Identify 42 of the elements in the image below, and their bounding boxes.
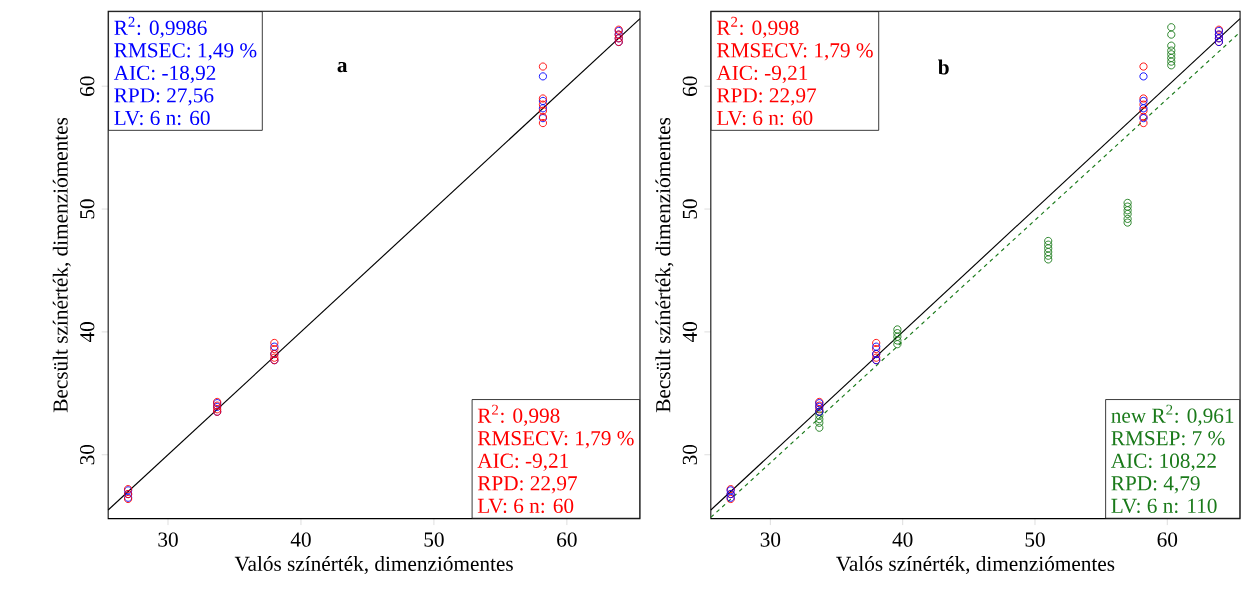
annotation: RPD: 4,79	[1111, 476, 1200, 494]
y-axis-title: Becsült színérték, dimenziómentes	[52, 117, 71, 413]
x-tick-label: 60	[557, 532, 577, 547]
annotation: LV: 6 n: 60	[114, 110, 210, 126]
annotation: RPD: 27,56	[114, 88, 214, 106]
y-tick-label: 40	[80, 322, 95, 343]
y-tick-label: 60	[80, 76, 95, 96]
y-tick-label: 50	[682, 199, 698, 219]
y-tick-label: 60	[682, 76, 698, 96]
annotation: RMSEC: 1,49 %	[114, 43, 257, 61]
annotation: LV: 6 n: 60	[477, 498, 574, 514]
annotation: LV: 6 n: 60	[716, 110, 813, 126]
annotation: R$^{2}$: 0,998	[716, 16, 799, 38]
annotation: AIC: -9,21	[716, 65, 808, 84]
y-axis-title: Becsült színérték, dimenziómentes	[655, 117, 674, 413]
annotation: new R$^{2}$: 0,961	[1111, 404, 1234, 426]
annotation: LV: 6 n: 110	[1111, 498, 1217, 514]
text: b	[938, 59, 949, 75]
x-axis-title: Valós színérték, dimenziómentes	[234, 555, 513, 575]
annotation: AIC: -9,21	[477, 453, 569, 471]
annotation: RPD: 22,97	[477, 476, 577, 494]
annotation: R$^{2}$: 0,9986	[114, 16, 207, 38]
annotation: RPD: 22,97	[716, 88, 817, 106]
annotation: RMSEP: 7 %	[1111, 431, 1225, 446]
annotation: AIC: 108,22	[1110, 453, 1216, 471]
x-tick-label: 30	[158, 532, 178, 547]
y-tick-label: 30	[682, 444, 698, 465]
annotation: RMSECV: 1,79 %	[477, 431, 634, 449]
text: a	[337, 61, 348, 73]
y-tick-label: 50	[80, 199, 95, 219]
x-tick-label: 30	[760, 532, 781, 547]
y-tick-label: 40	[682, 322, 698, 343]
y-tick-label: 30	[80, 444, 95, 465]
x-tick-label: 40	[892, 532, 913, 547]
x-axis-title: Valós színérték, dimenziómentes	[836, 555, 1115, 575]
annotation: RMSECV: 1,79 %	[716, 43, 873, 61]
annotation: AIC: -18,92	[113, 65, 216, 84]
x-tick-label: 60	[1157, 532, 1178, 547]
x-tick-label: 50	[1025, 532, 1045, 547]
x-tick-label: 50	[424, 532, 444, 547]
annotation: R$^{2}$: 0,998	[477, 404, 560, 426]
x-tick-label: 40	[290, 532, 311, 547]
